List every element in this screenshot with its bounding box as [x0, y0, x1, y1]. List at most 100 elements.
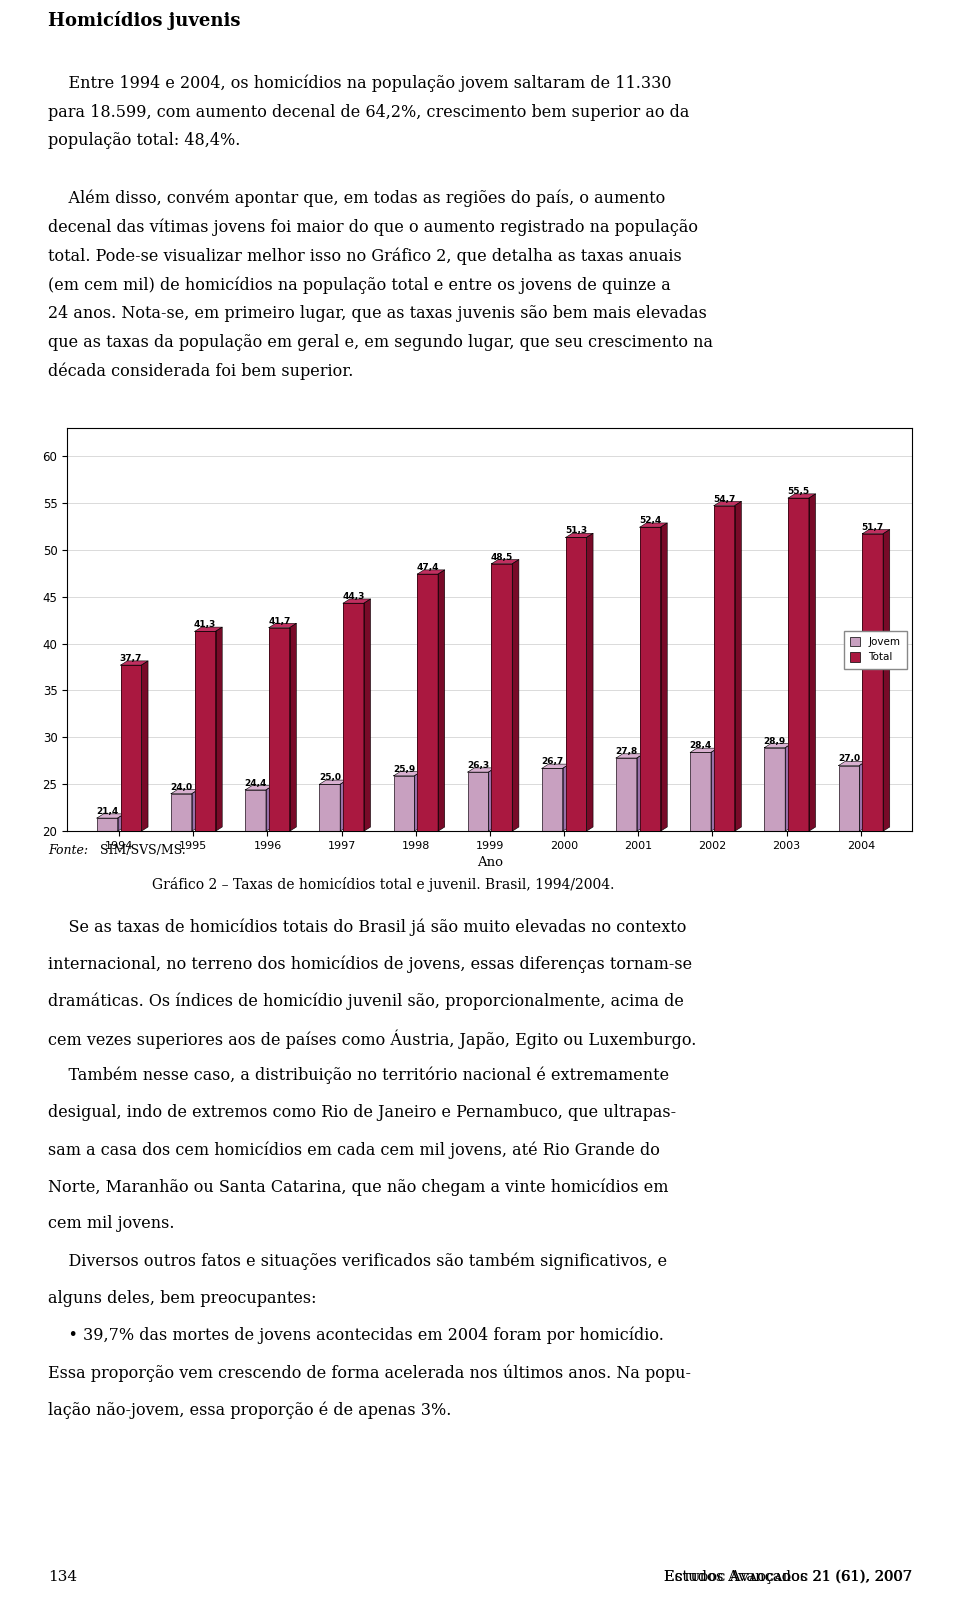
Polygon shape	[639, 523, 667, 528]
Text: Gráfico 2 – Taxas de homicídios total e juvenil. Brasil, 1994/2004.: Gráfico 2 – Taxas de homicídios total e …	[152, 876, 614, 893]
Text: 37,7: 37,7	[120, 654, 142, 663]
Text: que as taxas da população em geral e, em segundo lugar, que seu crescimento na: que as taxas da população em geral e, em…	[48, 334, 713, 352]
Polygon shape	[690, 749, 718, 752]
Polygon shape	[118, 813, 124, 831]
Polygon shape	[418, 570, 444, 575]
Polygon shape	[489, 768, 495, 831]
Polygon shape	[394, 776, 415, 831]
Polygon shape	[415, 771, 421, 831]
Text: cem mil jovens.: cem mil jovens.	[48, 1215, 175, 1233]
Text: 24 anos. Nota-se, em primeiro lugar, que as taxas juvenis são bem mais elevadas: 24 anos. Nota-se, em primeiro lugar, que…	[48, 305, 707, 323]
Text: Também nesse caso, a distribuição no território nacional é extremamente: Também nesse caso, a distribuição no ter…	[48, 1067, 669, 1085]
Polygon shape	[492, 563, 513, 831]
Polygon shape	[809, 494, 816, 831]
X-axis label: Ano: Ano	[476, 857, 503, 870]
Text: Estudos Avançados 21 (61), 2007: Estudos Avançados 21 (61), 2007	[664, 1570, 912, 1583]
Text: 24,0: 24,0	[170, 783, 193, 791]
Polygon shape	[171, 789, 199, 794]
Polygon shape	[859, 762, 866, 831]
Text: 26,3: 26,3	[468, 762, 490, 770]
Polygon shape	[171, 794, 192, 831]
Polygon shape	[97, 813, 124, 818]
Text: 134: 134	[48, 1570, 77, 1583]
Polygon shape	[266, 786, 273, 831]
Text: desigual, indo de extremos como Rio de Janeiro e Pernambuco, que ultrapas-: desigual, indo de extremos como Rio de J…	[48, 1104, 676, 1120]
Polygon shape	[636, 754, 643, 831]
Polygon shape	[883, 529, 890, 831]
Text: Além disso, convém apontar que, em todas as regiões do país, o aumento: Além disso, convém apontar que, em todas…	[48, 190, 665, 208]
Polygon shape	[394, 771, 421, 776]
Text: Diversos outros fatos e situações verificados são também significativos, e: Diversos outros fatos e situações verifi…	[48, 1252, 667, 1270]
Polygon shape	[565, 533, 593, 537]
Polygon shape	[192, 789, 199, 831]
Text: 55,5: 55,5	[787, 487, 809, 495]
Text: sam a casa dos cem homicídios em cada cem mil jovens, até Rio Grande do: sam a casa dos cem homicídios em cada ce…	[48, 1141, 660, 1159]
Polygon shape	[438, 570, 444, 831]
Polygon shape	[541, 768, 563, 831]
Polygon shape	[862, 534, 883, 831]
Text: 48,5: 48,5	[491, 552, 513, 562]
Polygon shape	[340, 780, 347, 831]
Polygon shape	[245, 789, 266, 831]
Text: 47,4: 47,4	[417, 563, 439, 571]
Polygon shape	[734, 502, 741, 831]
Text: 44,3: 44,3	[343, 592, 365, 600]
Text: total. Pode-se visualizar melhor isso no Gráfico 2, que detalha as taxas anuais: total. Pode-se visualizar melhor isso no…	[48, 247, 682, 265]
Text: 28,9: 28,9	[763, 736, 786, 746]
Polygon shape	[788, 499, 809, 831]
Polygon shape	[141, 660, 148, 831]
Polygon shape	[195, 631, 216, 831]
Polygon shape	[788, 494, 816, 499]
Polygon shape	[269, 628, 290, 831]
Text: Fonte:: Fonte:	[48, 844, 88, 857]
Text: 21,4: 21,4	[96, 807, 118, 817]
Polygon shape	[216, 628, 222, 831]
Text: decenal das vítimas jovens foi maior do que o aumento registrado na população: decenal das vítimas jovens foi maior do …	[48, 220, 698, 236]
Polygon shape	[764, 744, 792, 747]
Polygon shape	[290, 623, 297, 831]
Text: Eᴄᴛᴜᴅᴏᴄ Aᴠᴀᴏᴄᴀᴅᴏᴄ 21 (61), 2007: Eᴄᴛᴜᴅᴏᴄ Aᴠᴀᴏᴄᴀᴅᴏᴄ 21 (61), 2007	[663, 1570, 912, 1583]
Text: lação não-jovem, essa proporção é de apenas 3%.: lação não-jovem, essa proporção é de ape…	[48, 1401, 451, 1419]
Polygon shape	[563, 763, 569, 831]
Polygon shape	[343, 599, 371, 604]
Text: 26,7: 26,7	[541, 757, 564, 767]
Polygon shape	[492, 560, 519, 563]
Text: Entre 1994 e 2004, os homicídios na população jovem saltaram de 11.330: Entre 1994 e 2004, os homicídios na popu…	[48, 74, 671, 92]
Text: 24,4: 24,4	[245, 780, 267, 788]
Text: 41,3: 41,3	[194, 620, 216, 629]
Polygon shape	[320, 780, 347, 784]
Text: 51,7: 51,7	[861, 523, 884, 531]
Text: internacional, no terreno dos homicídios de jovens, essas diferenças tornam-se: internacional, no terreno dos homicídios…	[48, 955, 692, 973]
Text: 27,0: 27,0	[838, 754, 860, 763]
Polygon shape	[468, 771, 489, 831]
Polygon shape	[711, 749, 718, 831]
Polygon shape	[764, 747, 785, 831]
Text: Norte, Maranhão ou Santa Catarina, que não chegam a vinte homicídios em: Norte, Maranhão ou Santa Catarina, que n…	[48, 1178, 668, 1196]
Text: 54,7: 54,7	[713, 494, 735, 504]
Text: 28,4: 28,4	[689, 741, 711, 751]
Text: 41,7: 41,7	[268, 617, 291, 626]
Text: dramáticas. Os índices de homicídio juvenil são, proporcionalmente, acima de: dramáticas. Os índices de homicídio juve…	[48, 993, 684, 1010]
Polygon shape	[121, 665, 141, 831]
Polygon shape	[565, 537, 587, 831]
Polygon shape	[418, 575, 438, 831]
Polygon shape	[364, 599, 371, 831]
Text: 25,0: 25,0	[319, 773, 341, 783]
Polygon shape	[714, 502, 741, 505]
Text: década considerada foi bem superior.: década considerada foi bem superior.	[48, 363, 353, 381]
Legend: Jovem, Total: Jovem, Total	[844, 631, 907, 668]
Text: • 39,7% das mortes de jovens acontecidas em 2004 foram por homicídio.: • 39,7% das mortes de jovens acontecidas…	[48, 1327, 664, 1344]
Polygon shape	[639, 528, 660, 831]
Text: 52,4: 52,4	[639, 516, 661, 525]
Polygon shape	[513, 560, 519, 831]
Text: Essa proporção vem crescendo de forma acelerada nos últimos anos. Na popu-: Essa proporção vem crescendo de forma ac…	[48, 1364, 691, 1382]
Polygon shape	[785, 744, 792, 831]
Text: Se as taxas de homicídios totais do Brasil já são muito elevadas no contexto: Se as taxas de homicídios totais do Bras…	[48, 918, 686, 936]
Polygon shape	[587, 533, 593, 831]
Polygon shape	[839, 762, 866, 765]
Text: SIM/SVS/MS.: SIM/SVS/MS.	[96, 844, 185, 857]
Polygon shape	[616, 759, 636, 831]
Text: população total: 48,4%.: população total: 48,4%.	[48, 132, 240, 150]
Text: (em cem mil) de homicídios na população total e entre os jovens de quinze a: (em cem mil) de homicídios na população …	[48, 276, 671, 294]
Polygon shape	[269, 623, 297, 628]
